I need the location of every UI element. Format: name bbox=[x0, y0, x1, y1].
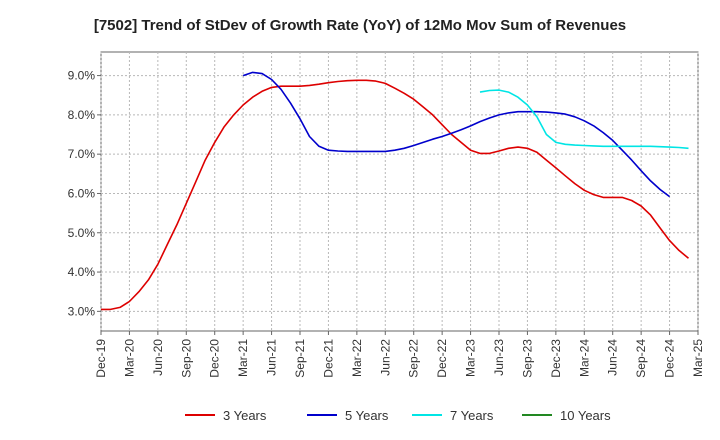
series-line-7-years bbox=[479, 89, 689, 150]
legend-label-10-years: 10 Years bbox=[560, 408, 611, 423]
chart-title: [7502] Trend of StDev of Growth Rate (Yo… bbox=[94, 17, 626, 34]
x-tick-label: Dec-21 bbox=[321, 339, 335, 378]
y-tick-label: 3.0% bbox=[68, 304, 96, 318]
y-tick-label: 9.0% bbox=[68, 69, 96, 83]
y-tick-label: 4.0% bbox=[68, 265, 96, 279]
legend-label-5-years: 5 Years bbox=[345, 408, 389, 423]
series-layer bbox=[101, 71, 690, 311]
legend: 3 Years 5 Years 7 Years 10 Years bbox=[185, 408, 611, 423]
series-line-5-years bbox=[242, 71, 671, 198]
x-axis: Dec-19 Mar-20 Jun-20 Sep-20 Dec-20 Mar-21 Jun-… bbox=[94, 331, 705, 378]
grid-layer bbox=[100, 52, 699, 331]
x-tick-label: Sep-20 bbox=[179, 339, 193, 378]
x-tick-label: Mar-24 bbox=[577, 339, 591, 377]
y-tick-label: 5.0% bbox=[68, 226, 96, 240]
x-tick-label: Dec-22 bbox=[435, 339, 449, 378]
legend-label-7-years: 7 Years bbox=[450, 408, 494, 423]
x-tick-label: Dec-23 bbox=[549, 339, 563, 378]
x-tick-label: Mar-20 bbox=[122, 339, 136, 377]
x-tick-label: Mar-21 bbox=[236, 339, 250, 377]
plot-area bbox=[100, 51, 699, 332]
series-line-3-years bbox=[101, 79, 690, 311]
x-tick-label: Sep-22 bbox=[407, 339, 421, 378]
x-tick-label: Dec-19 bbox=[94, 339, 108, 378]
x-tick-label: Jun-23 bbox=[492, 339, 506, 376]
y-tick-label: 6.0% bbox=[68, 186, 96, 200]
x-tick-label: Jun-21 bbox=[265, 339, 279, 376]
x-tick-label: Dec-24 bbox=[663, 339, 677, 378]
y-axis: 3.0% 4.0% 5.0% 6.0% 7.0% 8.0% 9.0% bbox=[68, 69, 101, 318]
x-tick-label: Mar-23 bbox=[464, 339, 478, 377]
x-tick-label: Mar-22 bbox=[350, 339, 364, 377]
x-tick-label: Jun-20 bbox=[151, 339, 165, 376]
x-tick-label: Sep-23 bbox=[520, 339, 534, 378]
y-tick-label: 8.0% bbox=[68, 108, 96, 122]
x-tick-label: Jun-24 bbox=[606, 339, 620, 376]
x-tick-label: Mar-25 bbox=[691, 339, 705, 377]
x-tick-label: Sep-24 bbox=[634, 339, 648, 378]
x-tick-label: Jun-22 bbox=[378, 339, 392, 376]
y-tick-label: 7.0% bbox=[68, 147, 96, 161]
x-tick-label: Sep-21 bbox=[293, 339, 307, 378]
x-tick-label: Dec-20 bbox=[208, 339, 222, 378]
legend-label-3-years: 3 Years bbox=[223, 408, 267, 423]
